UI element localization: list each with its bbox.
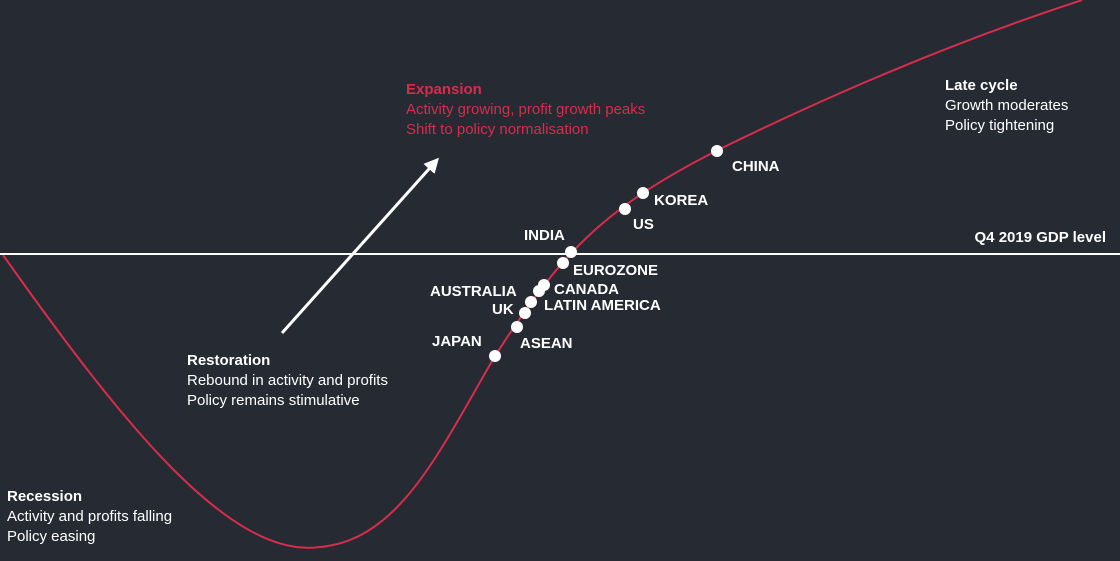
label-india: INDIA (524, 227, 565, 244)
label-japan: JAPAN (432, 333, 482, 350)
recession-line-1: Activity and profits falling (7, 508, 173, 525)
label-australia: AUSTRALIA (430, 283, 517, 300)
restoration-title: Restoration (187, 352, 271, 369)
late-cycle-block: Late cycle Growth moderates Policy tight… (945, 76, 1068, 136)
expansion-line-1: Activity growing, profit growth peaks (406, 101, 646, 118)
expansion-block: Expansion Activity growing, profit growt… (406, 80, 645, 140)
dot-korea (637, 187, 649, 199)
late-cycle-line-1: Growth moderates (945, 97, 1069, 114)
dot-latin-america (525, 296, 537, 308)
dot-japan (489, 350, 501, 362)
late-cycle-title: Late cycle (945, 77, 1018, 94)
dot-china (711, 145, 723, 157)
dot-india (565, 246, 577, 258)
country-dots (489, 145, 723, 362)
label-canada: CANADA (554, 281, 619, 298)
label-us: US (633, 216, 654, 233)
dot-eurozone (557, 257, 569, 269)
label-uk: UK (492, 301, 514, 318)
recession-title: Recession (7, 488, 83, 505)
label-asean: ASEAN (520, 335, 573, 352)
gdp-line-label: Q4 2019 GDP level (974, 229, 1106, 246)
dot-australia (533, 285, 545, 297)
dot-uk (519, 307, 531, 319)
label-latin-america: LATIN AMERICA (544, 297, 661, 314)
label-korea: KOREA (654, 192, 709, 209)
expansion-line-2: Shift to policy normalisation (406, 121, 589, 138)
recession-line-2: Policy easing (7, 528, 96, 545)
restoration-line-2: Policy remains stimulative (187, 392, 360, 409)
late-cycle-line-2: Policy tightening (945, 117, 1055, 134)
label-eurozone: EUROZONE (573, 262, 659, 279)
expansion-title: Expansion (406, 81, 482, 98)
recession-block: Recession Activity and profits falling P… (7, 487, 172, 547)
arrow-up-right-icon (280, 157, 440, 335)
label-china: CHINA (732, 158, 780, 175)
restoration-block: Restoration Rebound in activity and prof… (187, 351, 388, 411)
dot-asean (511, 321, 523, 333)
restoration-line-1: Rebound in activity and profits (187, 372, 388, 389)
dot-us (619, 203, 631, 215)
